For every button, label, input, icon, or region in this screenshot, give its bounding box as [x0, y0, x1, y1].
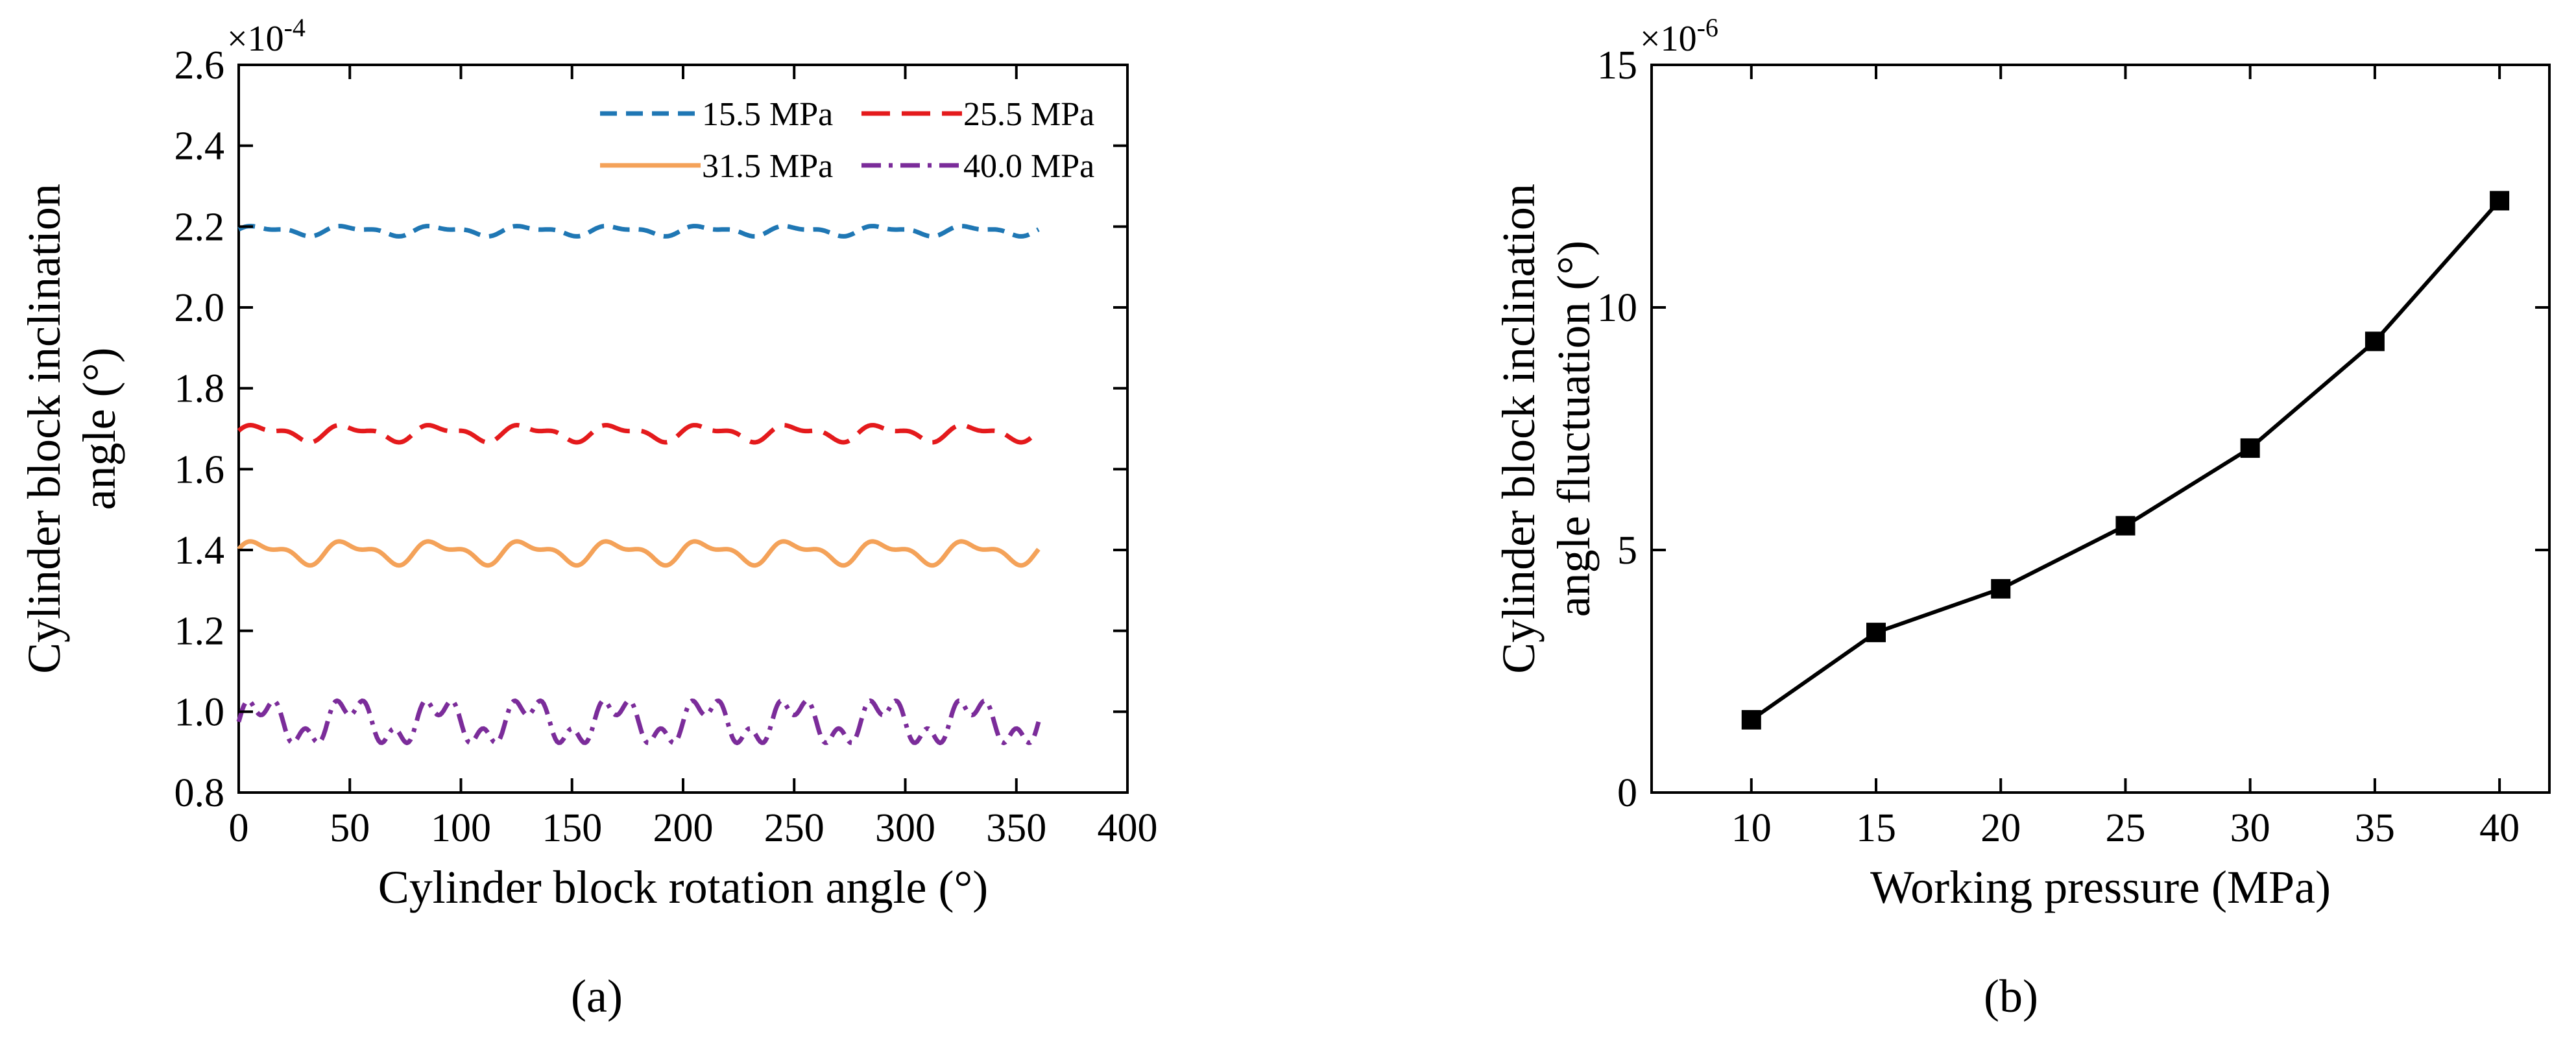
- chart-a-x-axis-label: Cylinder block rotation angle (°): [378, 861, 989, 913]
- chart-a-y-tick-label: 1.6: [175, 448, 225, 492]
- series-line-25-5: [237, 423, 1041, 445]
- chart-a-y-tick-label: 1.2: [175, 610, 225, 654]
- legend-label-25-5: 25.5 MPa: [963, 96, 1094, 133]
- series-line-31-5: [237, 539, 1041, 568]
- chart-a-x-tick-label: 250: [764, 806, 825, 850]
- chart-b-x-tick-label: 20: [1980, 806, 2021, 850]
- chart-b-x-tick-label: 35: [2355, 806, 2395, 850]
- chart-b-panel-label: (b): [1984, 970, 2038, 1022]
- chart-a-y-tick-label: 2.4: [175, 125, 225, 169]
- chart-b-x-tick-label: 30: [2230, 806, 2270, 850]
- chart-b: 10 15 20 25 30 35 40 0 5 10 15 ×10-6 Working press…: [1493, 13, 2551, 1022]
- chart-b-y-tick-label: 0: [1617, 771, 1637, 815]
- chart-a-x-tick-label: 300: [875, 806, 935, 850]
- chart-a-y-tick-label: 1.8: [175, 367, 225, 411]
- pressure-fluctuation-line: [1750, 199, 2501, 722]
- data-point-marker: [1866, 623, 1886, 643]
- chart-a-panel-label: (a): [571, 970, 623, 1022]
- data-point-marker: [2490, 191, 2510, 211]
- chart-b-x-tick-label: 40: [2479, 806, 2520, 850]
- legend-label-40-0: 40.0 MPa: [963, 148, 1094, 185]
- chart-a-y-tick-label: 1.4: [175, 529, 225, 573]
- chart-b-y-axis-label-line1: Cylinder block inclination: [1493, 184, 1545, 674]
- chart-b-x-axis-label: Working pressure (MPa): [1870, 861, 2331, 913]
- chart-a-x-tick-label: 200: [653, 806, 714, 850]
- chart-a-x-tick-label: 350: [986, 806, 1046, 850]
- chart-b-series-layer: [1741, 191, 2510, 730]
- data-point-marker: [1991, 579, 2011, 599]
- series-line-40-0: [236, 698, 1041, 745]
- chart-a-y-tick-label: 2.6: [175, 43, 225, 88]
- chart-b-y-tick-label: 5: [1617, 529, 1637, 573]
- chart-a-y-tick-label: 0.8: [175, 771, 225, 815]
- chart-b-y-multiplier: ×10-6: [1640, 13, 1718, 59]
- chart-a-y-tick-label: 2.0: [175, 286, 225, 330]
- chart-a-y-multiplier: ×10-4: [227, 13, 306, 59]
- chart-a-y-axis-label-line1: Cylinder block inclination: [18, 184, 70, 674]
- series-line-15-5: [237, 224, 1040, 239]
- legend-label-15-5: 15.5 MPa: [702, 96, 833, 133]
- chart-b-x-tick-label: 25: [2105, 806, 2145, 850]
- chart-a-x-tick-label: 400: [1098, 806, 1158, 850]
- chart-b-plot-frame: [1650, 64, 2551, 794]
- chart-a-x-tick-label: 50: [330, 806, 370, 850]
- chart-b-y-tick-label: 10: [1597, 286, 1637, 330]
- chart-a-x-tick-label: 100: [431, 806, 491, 850]
- chart-b-y-tick-label: 15: [1597, 43, 1637, 88]
- chart-a-y-axis-label-line2: angle (°): [73, 348, 125, 510]
- data-point-marker: [2240, 438, 2260, 458]
- data-point-marker: [1741, 710, 1761, 730]
- chart-a: 0 50 100 150 200 250 300 350 400 0.8 1.0 1.2 1.4 1.6 1…: [18, 13, 1158, 1022]
- chart-b-axis-ticks: 10 15 20 25 30 35 40 0 5 10 15: [1597, 43, 2549, 850]
- legend-label-31-5: 31.5 MPa: [702, 148, 833, 185]
- chart-b-y-axis-label-line2: angle fluctuation (°): [1548, 241, 1600, 617]
- chart-a-legend: 15.5 MPa 25.5 MPa 31.5 MPa 40.0 MPa: [600, 96, 1094, 185]
- chart-a-x-tick-label: 0: [229, 806, 249, 850]
- chart-a-y-tick-label: 2.2: [175, 205, 225, 249]
- chart-a-x-tick-label: 150: [542, 806, 602, 850]
- chart-a-axis-ticks: 0 50 100 150 200 250 300 350 400 0.8 1.0 1.2 1.4 1.6 1…: [175, 43, 1158, 850]
- data-point-marker: [2365, 331, 2385, 352]
- chart-a-series-layer: [236, 224, 1041, 745]
- chart-b-x-tick-label: 15: [1856, 806, 1896, 850]
- data-point-marker: [2115, 516, 2136, 536]
- chart-a-y-tick-label: 1.0: [175, 690, 225, 734]
- chart-b-x-tick-label: 10: [1731, 806, 1772, 850]
